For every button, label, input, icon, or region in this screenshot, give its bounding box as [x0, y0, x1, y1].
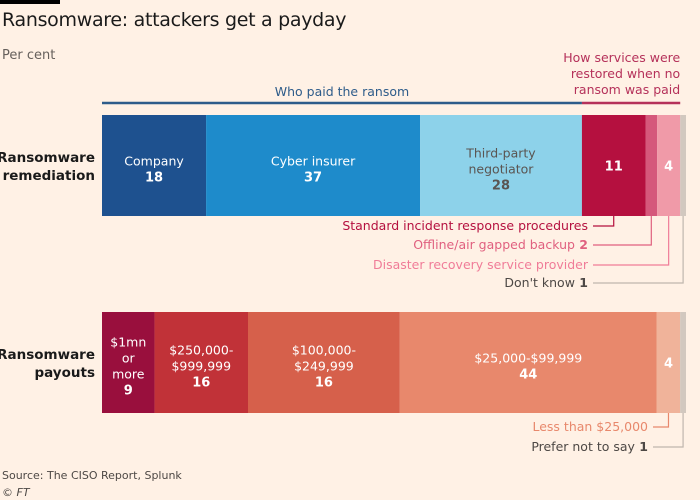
segment-label: $999,999 [171, 359, 231, 374]
segment-label: $249,999 [294, 359, 354, 374]
source-note: Source: The CISO Report, Splunk [2, 469, 182, 482]
callout-label: Offline/air gapped backup 2 [413, 237, 588, 252]
bar-segment [206, 115, 421, 216]
row-label: Ransomware [0, 150, 95, 166]
segment-value: 37 [304, 171, 322, 186]
chart-subtitle: Per cent [2, 48, 56, 63]
bar-segment [657, 115, 681, 216]
segment-label: $25,000-$99,999 [474, 351, 582, 366]
ft-top-rule [0, 0, 60, 4]
row-label: payouts [34, 365, 95, 381]
bar-segment [399, 312, 657, 413]
segment-label: Cyber insurer [271, 154, 356, 169]
chart-title: Ransomware: attackers get a payday [2, 9, 347, 31]
segment-value: 4 [664, 357, 673, 372]
bar-segment [680, 115, 686, 216]
segment-label: $1mn [110, 335, 146, 350]
callout-connector [593, 216, 652, 246]
callout-label: Standard incident response procedures [342, 218, 588, 233]
bar-segment [581, 115, 646, 216]
segment-label: Third-party [465, 146, 536, 161]
segment-value: 11 [605, 160, 623, 175]
segment-value: 16 [315, 376, 333, 391]
bar-segment [102, 312, 155, 413]
callout-value: 1 [635, 439, 648, 454]
callout-connector [593, 216, 615, 227]
callout-value: 1 [575, 275, 588, 290]
callout-label: Don't know 1 [504, 275, 588, 290]
group-header-label: restored when no [571, 66, 680, 81]
callout-name: Disaster recovery service provider [373, 257, 589, 272]
group-header-label: Who paid the ransom [275, 84, 409, 99]
callout-name: Less than $25,000 [532, 419, 648, 434]
callout-name: Prefer not to say [531, 439, 635, 454]
bar-segment [420, 115, 582, 216]
bar-segment [248, 312, 400, 413]
segment-value: 44 [519, 368, 537, 383]
callout-name: Standard incident response procedures [342, 218, 588, 233]
bar-segment [645, 115, 658, 216]
callout-name: Don't know [504, 275, 575, 290]
ft-credit: © FT [2, 486, 30, 499]
segment-label: $100,000- [292, 343, 356, 358]
callout-connector [593, 216, 670, 266]
callout-label: Disaster recovery service provider [373, 257, 589, 272]
bar-segment [680, 312, 686, 413]
segment-value: 16 [192, 376, 210, 391]
callout-connector [653, 413, 670, 428]
callout-label: Prefer not to say 1 [531, 439, 648, 454]
group-header-label: ransom was paid [574, 82, 680, 97]
segment-label: negotiator [469, 162, 535, 177]
row-label: Ransomware [0, 347, 95, 363]
bar-segment [102, 115, 207, 216]
segment-label: more [112, 367, 145, 382]
callout-connector [653, 413, 684, 448]
segment-value: 9 [124, 384, 133, 399]
segment-label: Company [124, 154, 184, 169]
callout-label: Less than $25,000 [532, 419, 648, 434]
segment-label: $250,000- [169, 343, 233, 358]
bar-segment [656, 312, 681, 413]
segment-value: 4 [664, 160, 673, 175]
callout-connector [593, 216, 684, 284]
row-label: remediation [3, 168, 95, 184]
segment-value: 28 [492, 179, 510, 194]
segment-value: 18 [145, 171, 163, 186]
segment-label: or [122, 351, 136, 366]
callout-value: 2 [575, 237, 588, 252]
group-header-label: How services were [563, 50, 680, 65]
callout-name: Offline/air gapped backup [413, 237, 575, 252]
bar-segment [154, 312, 248, 413]
